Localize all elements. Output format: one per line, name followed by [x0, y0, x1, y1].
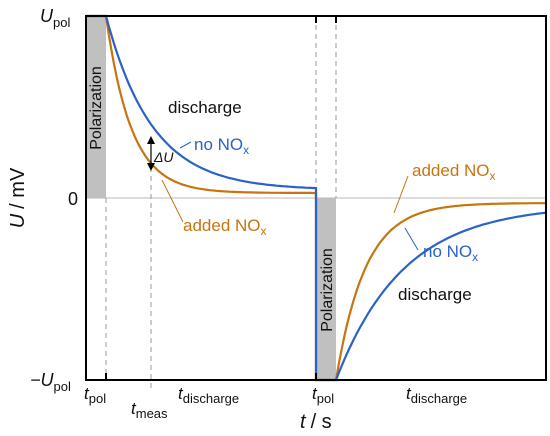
y-tick-zero: 0	[68, 189, 78, 209]
leader-added-nox-2	[393, 175, 409, 214]
polarization-region-2	[316, 198, 336, 380]
phase-label-discharge-2: discharge	[398, 285, 472, 304]
phase-label-polarization-1: Polarization	[88, 66, 105, 150]
leader-no-nox-1	[179, 141, 192, 149]
series-label-added-nox-1: added NOx	[183, 216, 267, 238]
delta-u-label: ΔU	[153, 149, 174, 165]
series-label-no-nox-1: no NOx	[194, 135, 249, 157]
x-tick-tdischarge-1-label: tdischarge	[178, 384, 239, 406]
y-tick-minus-upol: −Upol	[30, 370, 71, 394]
leader-no-nox-2	[404, 227, 419, 251]
x-tick-tmeas-label: tmeas	[131, 399, 168, 421]
x-tick-tpol-1-label: tpol	[84, 384, 106, 406]
y-axis-title: U/ mV	[7, 167, 29, 228]
series-label-added-nox-2: added NOx	[412, 161, 496, 183]
polarization-region-1	[86, 16, 106, 198]
x-tick-tdischarge-2-label: tdischarge	[406, 384, 467, 406]
x-tick-tpol-2-label: tpol	[312, 384, 334, 406]
y-tick-upol: Upol	[40, 6, 70, 30]
x-axis-title: t / s	[300, 411, 332, 433]
series-label-no-nox-2: no NOx	[423, 242, 478, 264]
leader-added-nox-1	[161, 179, 184, 223]
delta-u-arrowhead-top	[147, 136, 155, 144]
series-no-nox-curve	[86, 14, 547, 382]
phase-label-polarization-2: Polarization	[319, 248, 336, 332]
delta-u-arrowhead-bottom	[147, 163, 155, 171]
phase-label-discharge-1: discharge	[168, 98, 242, 117]
